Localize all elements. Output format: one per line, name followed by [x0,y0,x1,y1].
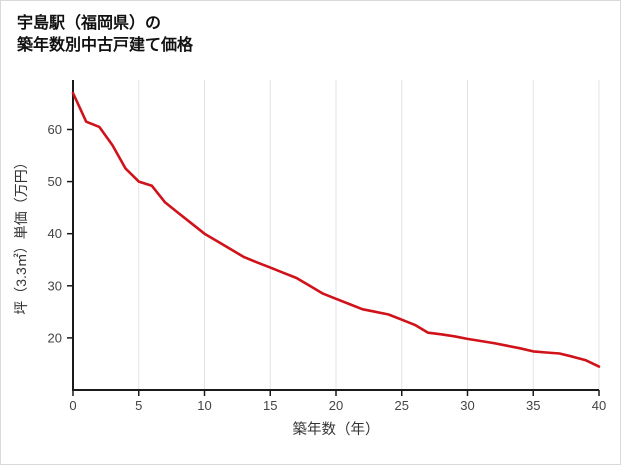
x-tick-label: 15 [263,398,277,413]
chart-title: 宇島駅（福岡県）の 築年数別中古戸建て価格 [1,1,620,58]
y-tick-label: 60 [48,122,62,137]
price-line [71,91,601,368]
y-tick-label: 30 [48,278,62,293]
x-tick-label: 10 [197,398,211,413]
x-tick-label: 30 [460,398,474,413]
x-tick-label: 20 [329,398,343,413]
x-tick-label: 35 [526,398,540,413]
y-tick-label: 50 [48,174,62,189]
y-tick-label: 40 [48,226,62,241]
chart-title-line1: 宇島駅（福岡県）の [17,15,162,32]
price-chart-svg: 0 5 10 15 20 25 30 35 40 20 30 40 50 60 [48,79,606,413]
y-tick-label: 20 [48,330,62,345]
chart-area: 坪（3.3㎡）単価（万円） 0 5 10 15 20 25 30 35 40 20 30 40 50 60… [1,60,620,452]
x-tick-label: 0 [69,398,76,413]
x-tick-label: 5 [135,398,142,413]
x-tick-label: 40 [592,398,606,413]
x-axis-label: 築年数（年） [292,421,380,438]
x-tick-label: 25 [395,398,409,413]
y-axis-label: 坪（3.3㎡）単価（万円） [13,155,29,315]
chart-title-line2: 築年数別中古戸建て価格 [17,37,194,55]
